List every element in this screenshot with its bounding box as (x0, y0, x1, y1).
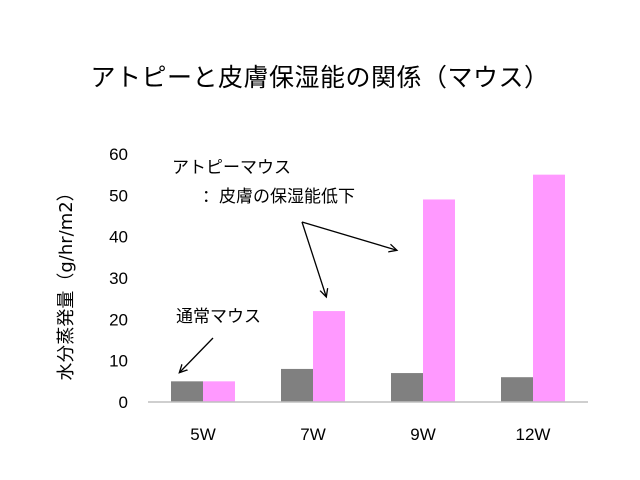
chart-title: アトピーと皮膚保湿能の関係（マウス） (90, 63, 550, 92)
x-tick-label: 7W (300, 425, 326, 444)
y-tick-label: 20 (109, 310, 128, 329)
x-tick-label: 5W (190, 425, 216, 444)
y-tick-label: 40 (109, 228, 128, 247)
bar-12W-series2 (533, 174, 565, 402)
arrow-to-7w (301, 221, 326, 296)
arrow-to-9w (301, 221, 396, 250)
y-tick-label: 60 (109, 145, 128, 164)
y-tick-label: 30 (109, 269, 128, 288)
bar-12W-series1 (501, 377, 533, 402)
bar-7W-series1 (281, 368, 313, 402)
bar-9W-series1 (391, 373, 423, 402)
arrow-to-5w (180, 337, 214, 372)
bar-7W-series2 (313, 311, 345, 402)
bars (171, 174, 565, 402)
annotation-arrows (180, 221, 396, 372)
y-axis: 0 10 20 30 40 50 60 (109, 145, 128, 412)
bar-5W-series1 (171, 381, 203, 402)
y-axis-label: 水分蒸発量（g/hr/m2） (56, 183, 77, 380)
x-tick-label: 9W (410, 425, 436, 444)
normal-annotation: 通常マウス (176, 307, 261, 327)
y-tick-label: 10 (109, 352, 128, 371)
x-tick-label: 12W (516, 425, 551, 444)
bar-9W-series2 (423, 199, 455, 402)
atopy-annotation-line1: アトピーマウス (172, 158, 291, 178)
x-axis: 5W 7W 9W 12W (148, 401, 588, 444)
annotations: アトピーマウス ：皮膚の保湿能低下 通常マウス (172, 158, 396, 372)
y-tick-label: 50 (109, 186, 128, 205)
bar-5W-series2 (203, 381, 235, 402)
y-tick-label: 0 (119, 393, 128, 412)
atopy-annotation-line2: ：皮膚の保湿能低下 (202, 187, 355, 207)
